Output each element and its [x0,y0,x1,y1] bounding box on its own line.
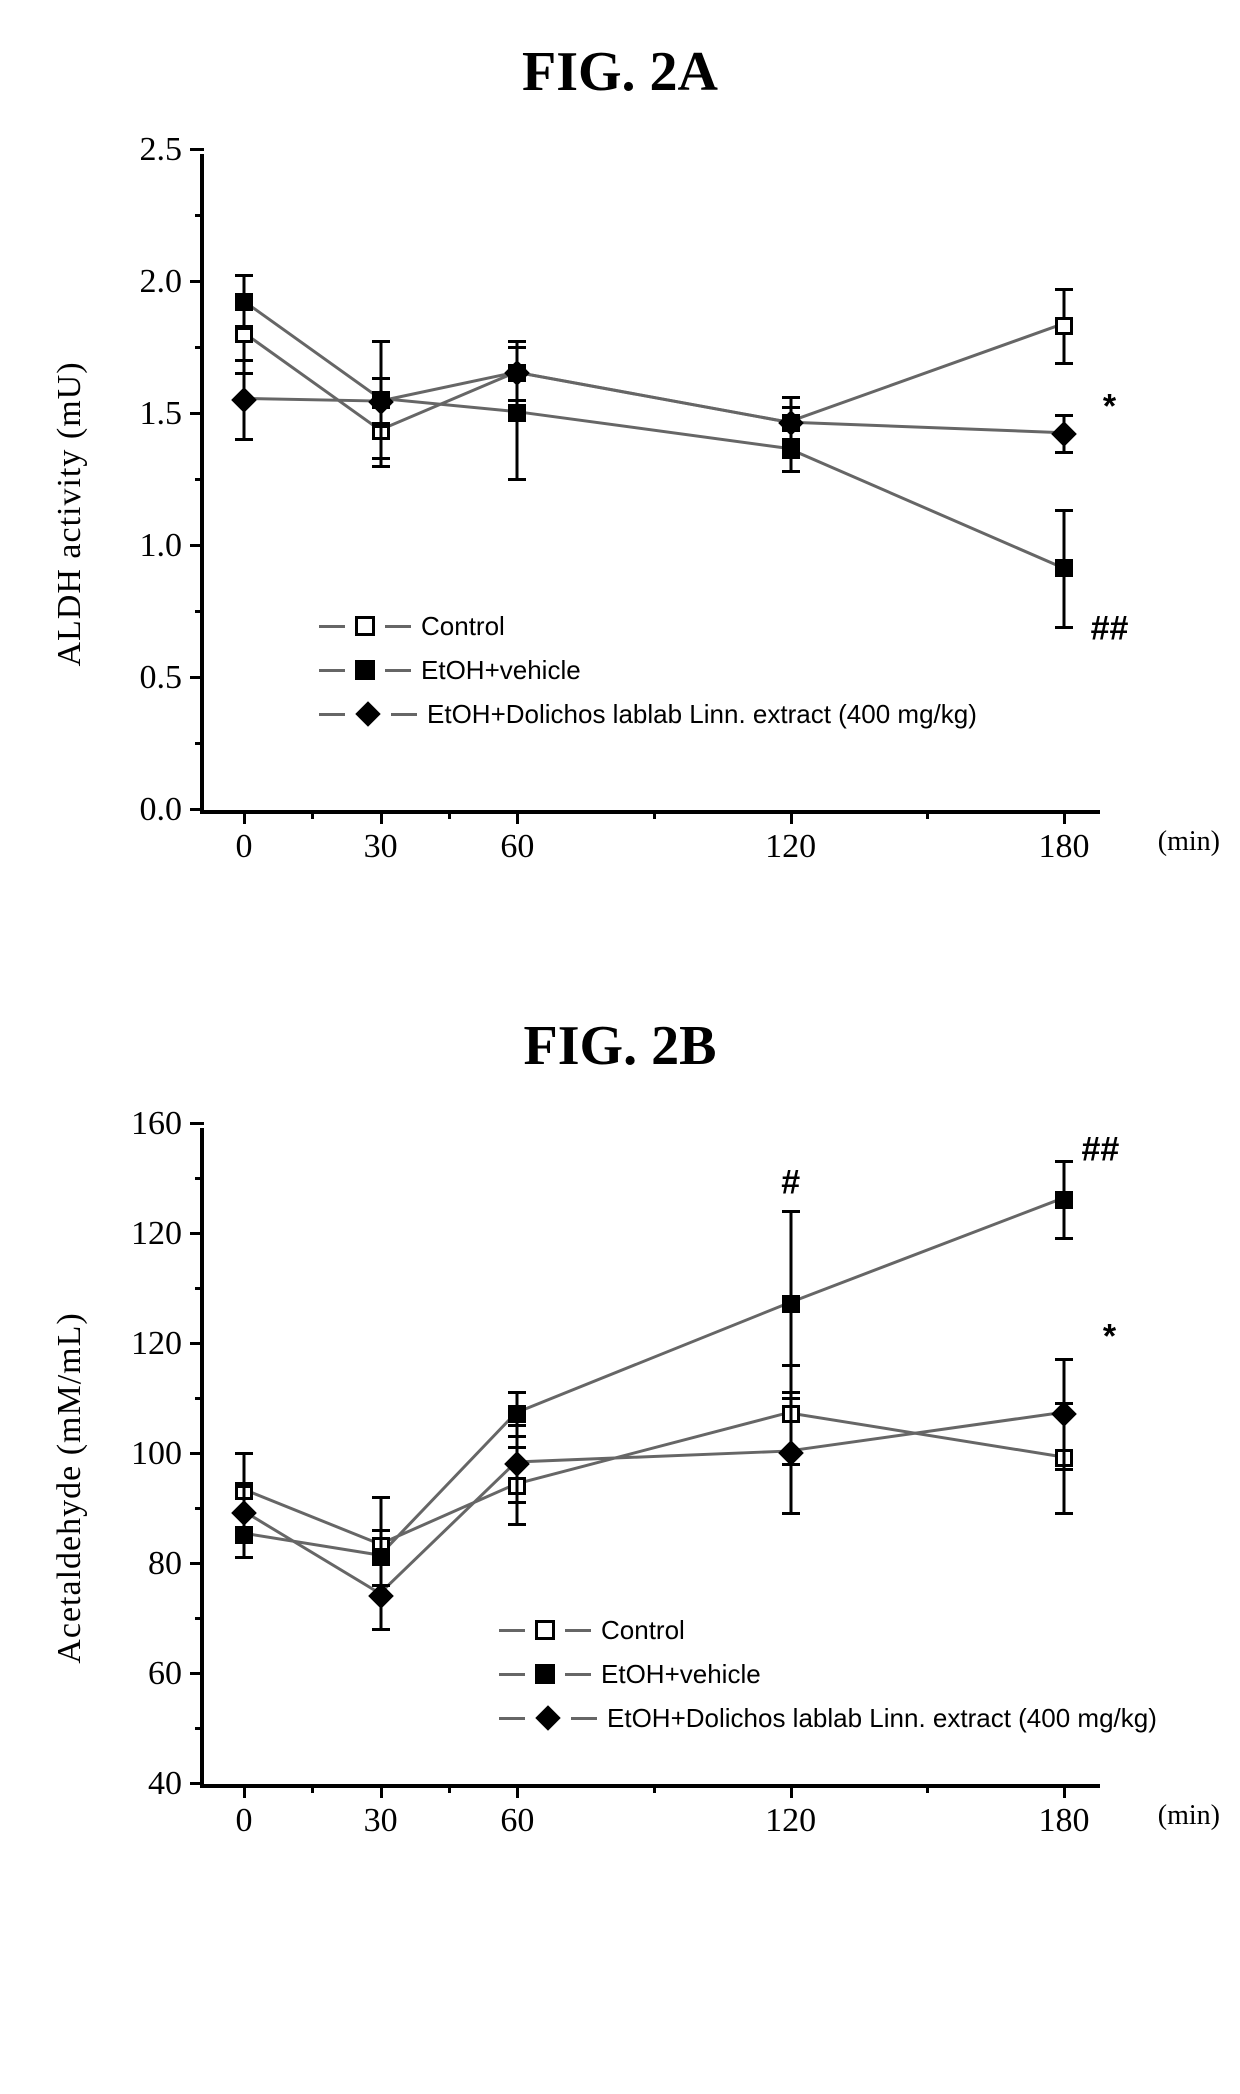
data-marker [508,1405,526,1423]
legend-item: EtOH+vehicle [499,1652,1157,1696]
figure-2a: FIG. 2A ALDH activity (mU) Control EtOH+… [20,40,1220,874]
significance-annotation: # [781,1164,800,1203]
xtick-label: 60 [500,1802,534,1840]
ytick-label: 60 [148,1655,182,1693]
xtick-label: 30 [364,1802,398,1840]
ytick-label: 1.5 [140,395,183,433]
legend-label: EtOH+vehicle [601,1652,761,1696]
chart-2b-plot: Control EtOH+vehicle EtOH+Dolichos labla… [200,1128,1100,1788]
significance-annotation: ## [1091,610,1129,649]
data-marker [1055,559,1073,577]
xtick-label: 0 [236,1802,253,1840]
ytick-label: 100 [131,1435,182,1473]
figure-2a-title: FIG. 2A [20,40,1220,104]
legend-label: Control [601,1608,685,1652]
legend-item: EtOH+Dolichos lablab Linn. extract (400 … [319,692,977,736]
ytick-label: 0.5 [140,659,183,697]
xtick-label: 60 [500,828,534,866]
ytick-label: 120 [131,1325,182,1363]
xtick-label: 180 [1039,1802,1090,1840]
xtick-label: 30 [364,828,398,866]
ytick-label: 1.0 [140,527,183,565]
legend-item: EtOH+vehicle [319,648,977,692]
data-marker [508,404,526,422]
figure-2b: FIG. 2B Acetaldehyde (mM/mL) Control EtO… [20,1014,1220,1848]
ytick-label: 120 [131,1215,182,1253]
ytick-label: 160 [131,1105,182,1143]
chart-2a-ylabel: ALDH activity (mU) [51,361,89,666]
chart-2b-legend: Control EtOH+vehicle EtOH+Dolichos labla… [499,1608,1157,1741]
ytick-label: 80 [148,1545,182,1583]
chart-2b-ylabel: Acetaldehyde (mM/mL) [51,1312,89,1663]
chart-2a-plot: Control EtOH+vehicle EtOH+Dolichos labla… [200,154,1100,814]
significance-annotation: * [1103,388,1116,427]
legend-item: Control [319,604,977,648]
significance-annotation: * [1103,1318,1116,1357]
chart-2a-legend: Control EtOH+vehicle EtOH+Dolichos labla… [319,604,977,737]
chart-2b-xunit: (min) [1158,1800,1220,1832]
xtick-label: 120 [765,828,816,866]
legend-label: EtOH+Dolichos lablab Linn. extract (400 … [427,692,977,736]
legend-label: EtOH+Dolichos lablab Linn. extract (400 … [607,1696,1157,1740]
ytick-label: 2.0 [140,263,183,301]
legend-item: Control [499,1608,1157,1652]
xtick-label: 0 [236,828,253,866]
legend-label: Control [421,604,505,648]
significance-annotation: ## [1082,1131,1120,1170]
data-marker [1055,1191,1073,1209]
data-marker [235,293,253,311]
ytick-label: 0.0 [140,791,183,829]
chart-2a: ALDH activity (mU) Control EtOH+vehicle … [100,154,1140,874]
data-marker [782,441,800,459]
data-marker [1055,317,1073,335]
data-marker [782,1295,800,1313]
xtick-label: 120 [765,1802,816,1840]
chart-2b: Acetaldehyde (mM/mL) Control EtOH+vehicl… [100,1128,1140,1848]
chart-2a-xunit: (min) [1158,826,1220,858]
xtick-label: 180 [1039,828,1090,866]
legend-item: EtOH+Dolichos lablab Linn. extract (400 … [499,1696,1157,1740]
figure-2b-title: FIG. 2B [20,1014,1220,1078]
legend-label: EtOH+vehicle [421,648,581,692]
ytick-label: 40 [148,1765,182,1803]
ytick-label: 2.5 [140,131,183,169]
